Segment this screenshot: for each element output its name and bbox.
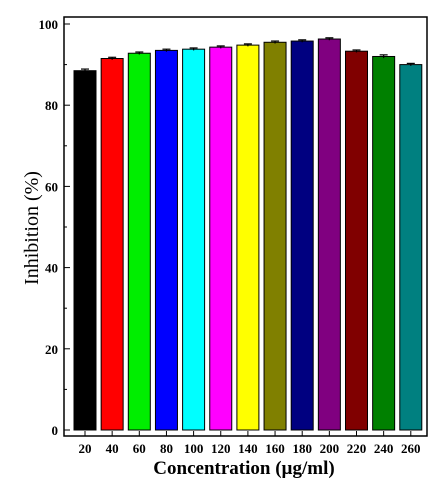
error-bar-180 [298, 39, 307, 43]
bar-220 [345, 50, 368, 431]
bar-80 [154, 49, 178, 431]
bar-200 [317, 38, 341, 431]
error-bar-220 [352, 49, 361, 53]
y-tick-label: 80 [45, 98, 58, 113]
y-tick-label: 60 [45, 179, 58, 194]
y-tick-label: 20 [45, 342, 58, 357]
error-bar-20 [81, 68, 89, 73]
bar-180 [290, 40, 314, 431]
error-bar-260 [406, 62, 415, 66]
bar-120 [209, 46, 233, 431]
x-tick-label: 140 [238, 441, 258, 456]
error-bar-240 [379, 54, 388, 59]
error-bars-group [81, 37, 415, 73]
bar-140 [236, 44, 260, 431]
x-tick-label: 240 [374, 441, 394, 456]
error-bar-40 [108, 56, 117, 60]
y-tick-label: 100 [39, 17, 59, 32]
y-ticks-group: 0 20 40 60 80 100 [39, 17, 70, 438]
bars-group [73, 38, 423, 431]
x-tick-label: 60 [133, 441, 146, 456]
bar-40 [100, 58, 124, 431]
error-bar-140 [243, 43, 252, 47]
x-axis-title: Concentration (µg/ml) [153, 458, 334, 479]
bar-260 [399, 64, 423, 431]
error-bar-80 [162, 48, 171, 52]
x-tick-label: 100 [184, 441, 204, 456]
x-tick-label: 120 [211, 441, 231, 456]
x-tick-label: 220 [347, 441, 367, 456]
error-bar-160 [271, 40, 280, 44]
x-tick-label: 180 [292, 441, 312, 456]
bar-20 [73, 70, 97, 431]
x-tick-label: 20 [79, 441, 92, 456]
y-axis-title: Inhibition (%) [21, 171, 43, 285]
bar-60 [127, 52, 151, 431]
x-tick-label: 40 [106, 441, 119, 456]
bar-160 [263, 41, 287, 431]
bar-240 [372, 55, 396, 431]
error-bar-100 [189, 47, 198, 51]
error-bar-60 [135, 51, 144, 55]
error-bar-120 [216, 45, 225, 49]
bar-100 [182, 48, 206, 431]
y-tick-label: 0 [52, 423, 59, 438]
x-ticks-group: 20 40 60 80 100 120 140 160 180 200 220 240 260 [79, 431, 421, 456]
error-bar-200 [325, 37, 334, 41]
y-tick-label: 40 [45, 261, 58, 276]
x-tick-label: 260 [401, 441, 421, 456]
x-tick-label: 160 [265, 441, 285, 456]
x-tick-label: 80 [160, 441, 173, 456]
x-tick-label: 200 [320, 441, 340, 456]
